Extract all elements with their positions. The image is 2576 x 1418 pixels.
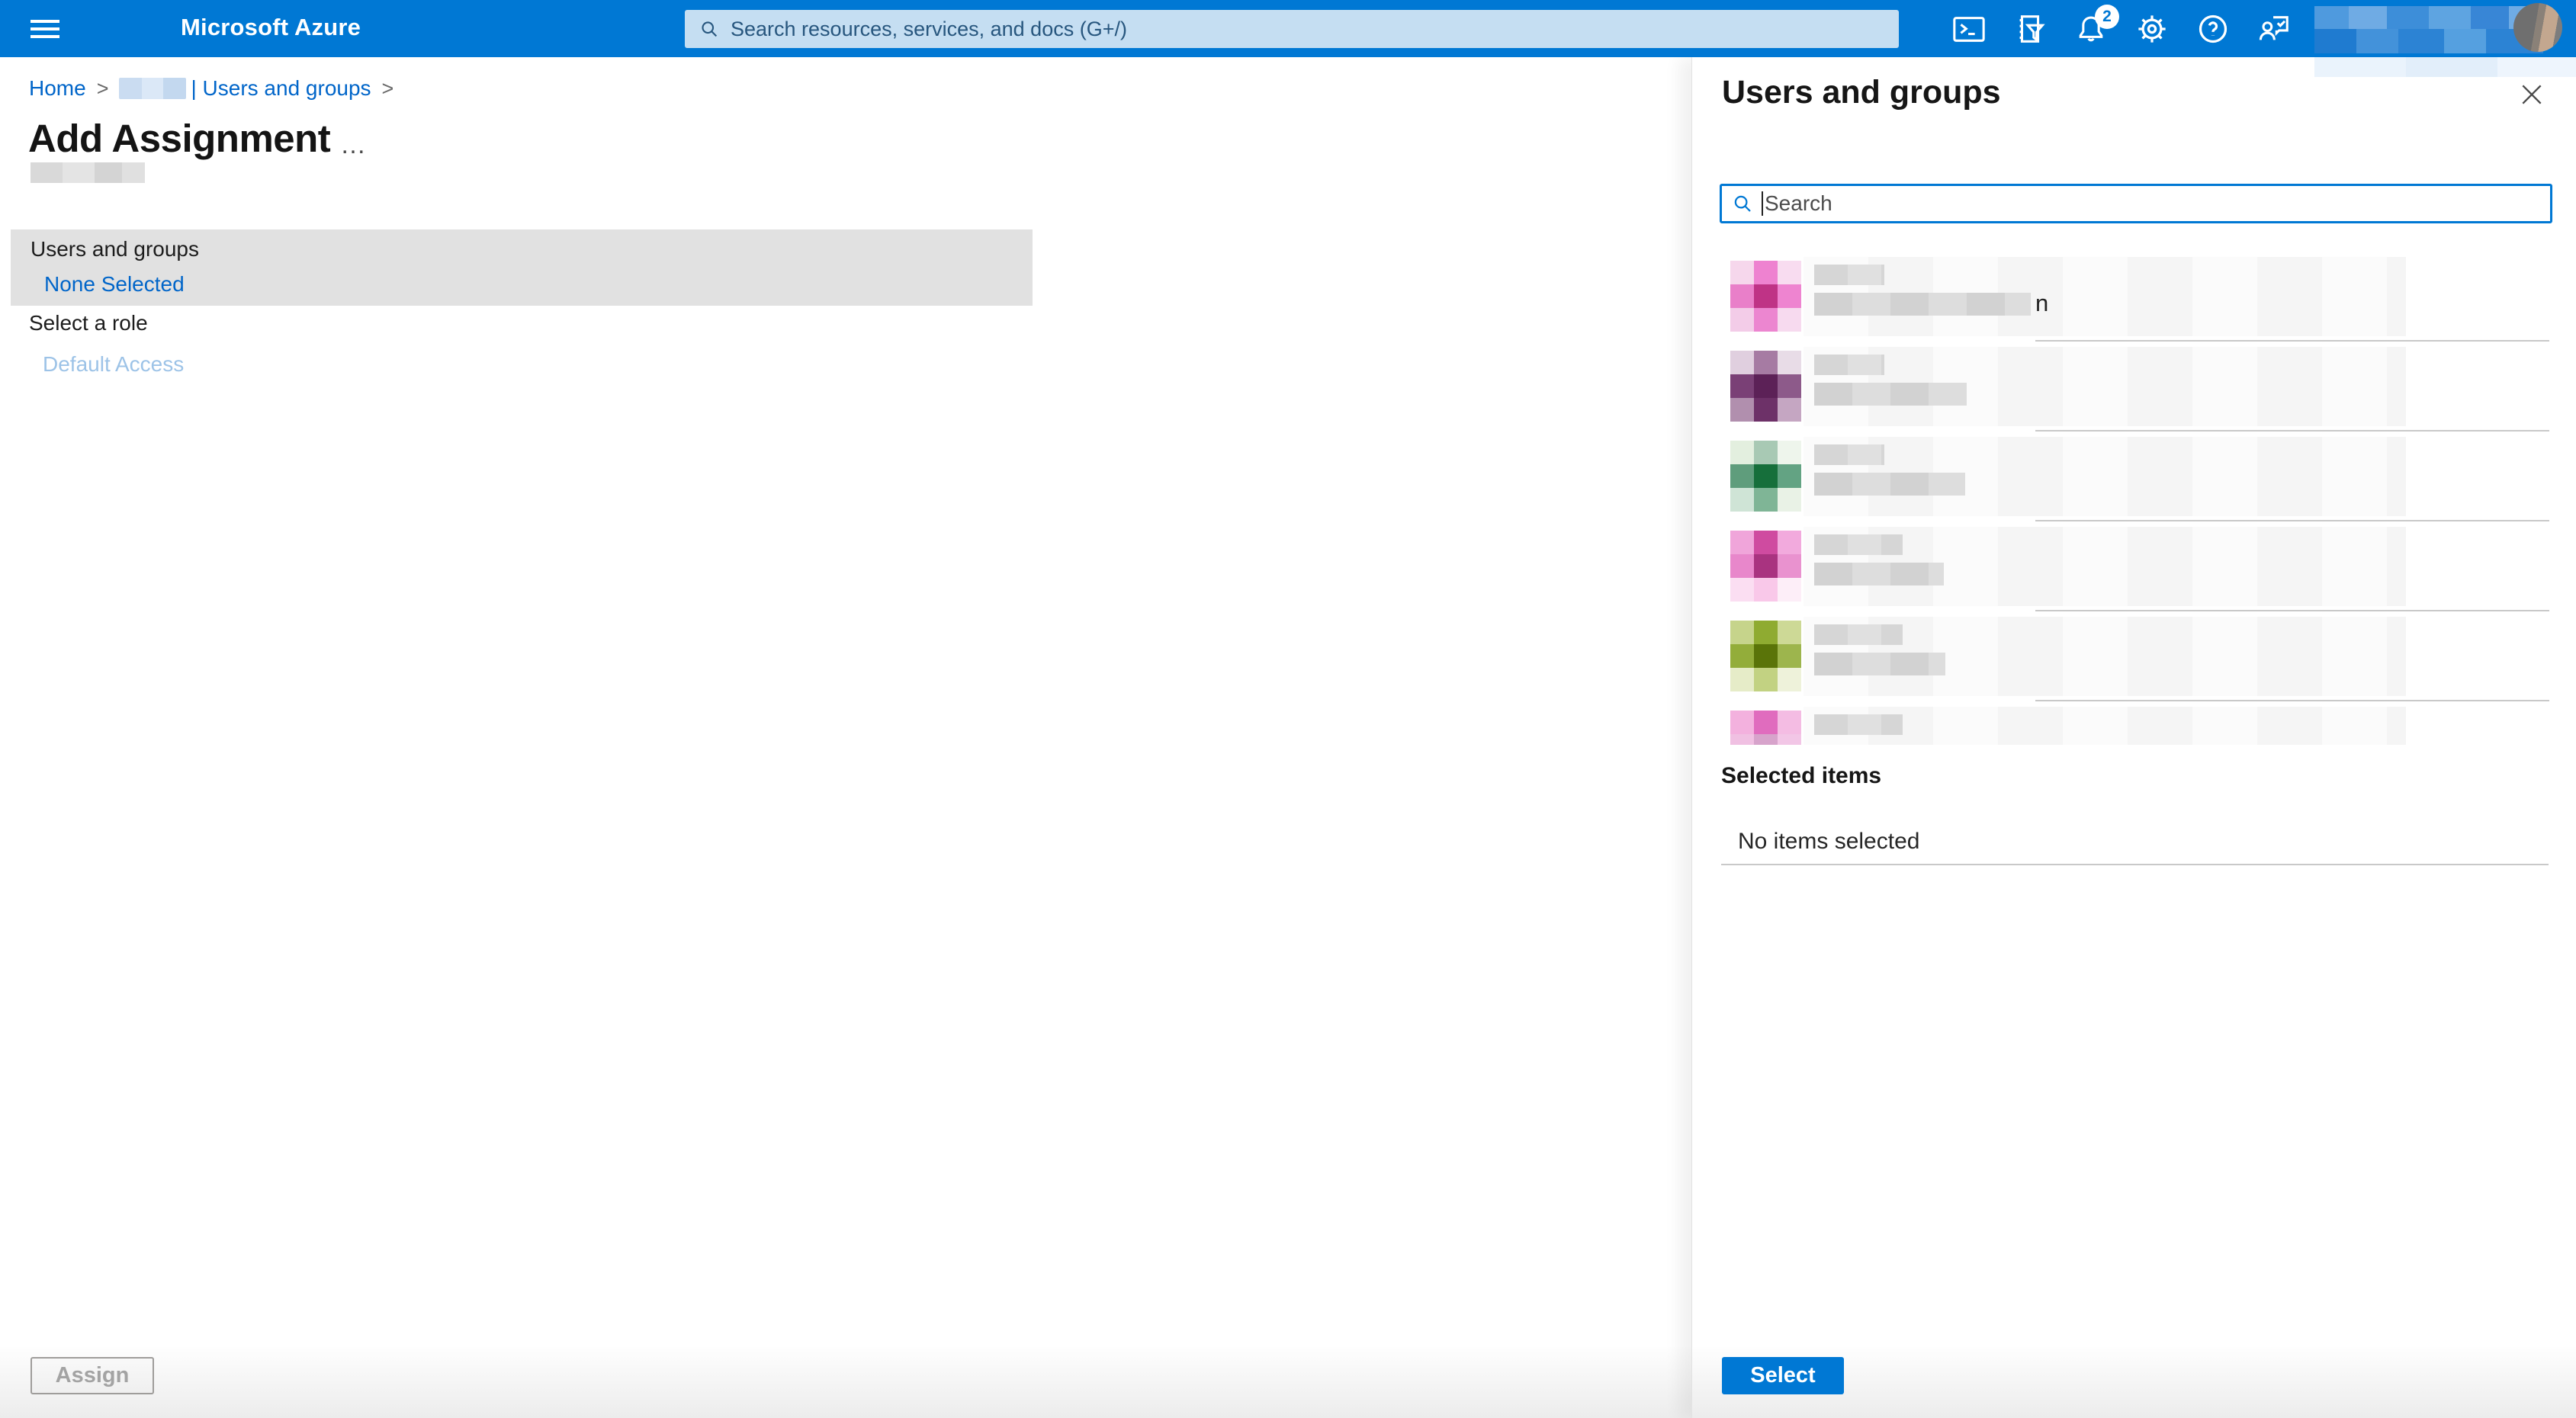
search-icon (1734, 195, 1751, 212)
users-groups-section: Users and groups None Selected (11, 229, 1033, 306)
redacted-detail-bar (1814, 653, 1945, 675)
user-avatar (1730, 441, 1801, 512)
breadcrumb: Home > | Users and groups > (29, 76, 393, 101)
breadcrumb-redacted-segment (119, 78, 187, 99)
assign-button[interactable]: Assign (31, 1357, 154, 1394)
account-email-redacted (2314, 29, 2543, 53)
help-icon[interactable] (2192, 8, 2234, 50)
footer-bar: Assign (0, 1347, 1691, 1418)
panel-title: Users and groups (1722, 74, 2001, 111)
user-list: n (1720, 252, 2552, 745)
page-overflow-menu[interactable]: … (340, 130, 368, 159)
default-access-link[interactable]: Default Access (43, 352, 185, 376)
page-title: Add Assignment (28, 117, 331, 160)
user-avatar (1730, 531, 1801, 602)
brand-title: Microsoft Azure (181, 14, 361, 40)
chevron-right-icon: > (381, 76, 394, 100)
redacted-name-bar (1814, 354, 1884, 375)
divider (1721, 864, 2549, 865)
user-avatar (1730, 711, 1801, 745)
account-menu[interactable] (2314, 0, 2576, 57)
users-groups-panel: Users and groups n (1691, 57, 2576, 1418)
redacted-detail-bar (1814, 473, 1965, 496)
menu-icon[interactable] (31, 15, 75, 43)
redacted-name-bar (1814, 714, 1903, 735)
user-row[interactable] (1720, 431, 2552, 521)
user-avatar (1730, 351, 1801, 422)
users-groups-label: Users and groups (31, 237, 200, 261)
panel-search-input[interactable] (1763, 191, 2550, 216)
footer-bar: Select (1692, 1347, 2576, 1418)
main-content: Home > | Users and groups > Add Assignme… (0, 57, 1691, 1418)
redacted-name-bar (1814, 444, 1884, 465)
divider (2035, 700, 2549, 701)
account-redaction-strip (2314, 57, 2576, 77)
avatar (2513, 3, 2562, 52)
name-remnant-text: n (2035, 290, 2049, 316)
user-row[interactable] (1720, 701, 2552, 745)
select-button[interactable]: Select (1722, 1357, 1844, 1394)
selected-items-label: Selected items (1721, 763, 1882, 788)
search-icon (702, 21, 718, 37)
select-role-label: Select a role (29, 311, 148, 335)
user-row[interactable] (1720, 342, 2552, 431)
chevron-right-icon: > (96, 76, 109, 100)
text-cursor (1762, 191, 1763, 216)
divider (2035, 610, 2549, 611)
account-name-redacted (2314, 6, 2543, 29)
none-selected-link[interactable]: None Selected (44, 272, 185, 296)
redacted-detail-bar (1814, 563, 1944, 585)
settings-gear-icon[interactable] (2131, 8, 2173, 50)
close-icon[interactable] (2513, 77, 2550, 114)
redacted-detail-bar (1814, 293, 2031, 316)
global-search-input[interactable] (720, 17, 1899, 41)
user-row[interactable]: n (1720, 252, 2552, 342)
notification-badge: 2 (2095, 5, 2119, 29)
panel-search[interactable] (1720, 184, 2552, 223)
top-bar: Microsoft Azure 2 (0, 0, 2576, 57)
user-row[interactable] (1720, 611, 2552, 701)
page-subtitle-redacted (31, 162, 145, 183)
redacted-detail-bar (1814, 383, 1967, 406)
cloud-shell-icon[interactable] (1948, 8, 1990, 50)
no-items-text: No items selected (1738, 829, 1920, 854)
user-avatar (1730, 261, 1801, 332)
divider (2035, 340, 2549, 342)
redacted-text-area (1804, 707, 2406, 745)
divider (2035, 430, 2549, 431)
redacted-name-bar (1814, 624, 1903, 645)
redacted-name-bar (1814, 265, 1884, 285)
feedback-icon[interactable] (2253, 8, 2295, 50)
global-search[interactable] (685, 10, 1899, 48)
redacted-name-bar (1814, 534, 1903, 555)
breadcrumb-section-link[interactable]: | Users and groups (191, 76, 371, 100)
divider (2035, 520, 2549, 521)
breadcrumb-home-link[interactable]: Home (29, 76, 86, 100)
user-row[interactable] (1720, 521, 2552, 611)
directory-filter-icon[interactable] (2009, 8, 2051, 50)
user-avatar (1730, 621, 1801, 691)
